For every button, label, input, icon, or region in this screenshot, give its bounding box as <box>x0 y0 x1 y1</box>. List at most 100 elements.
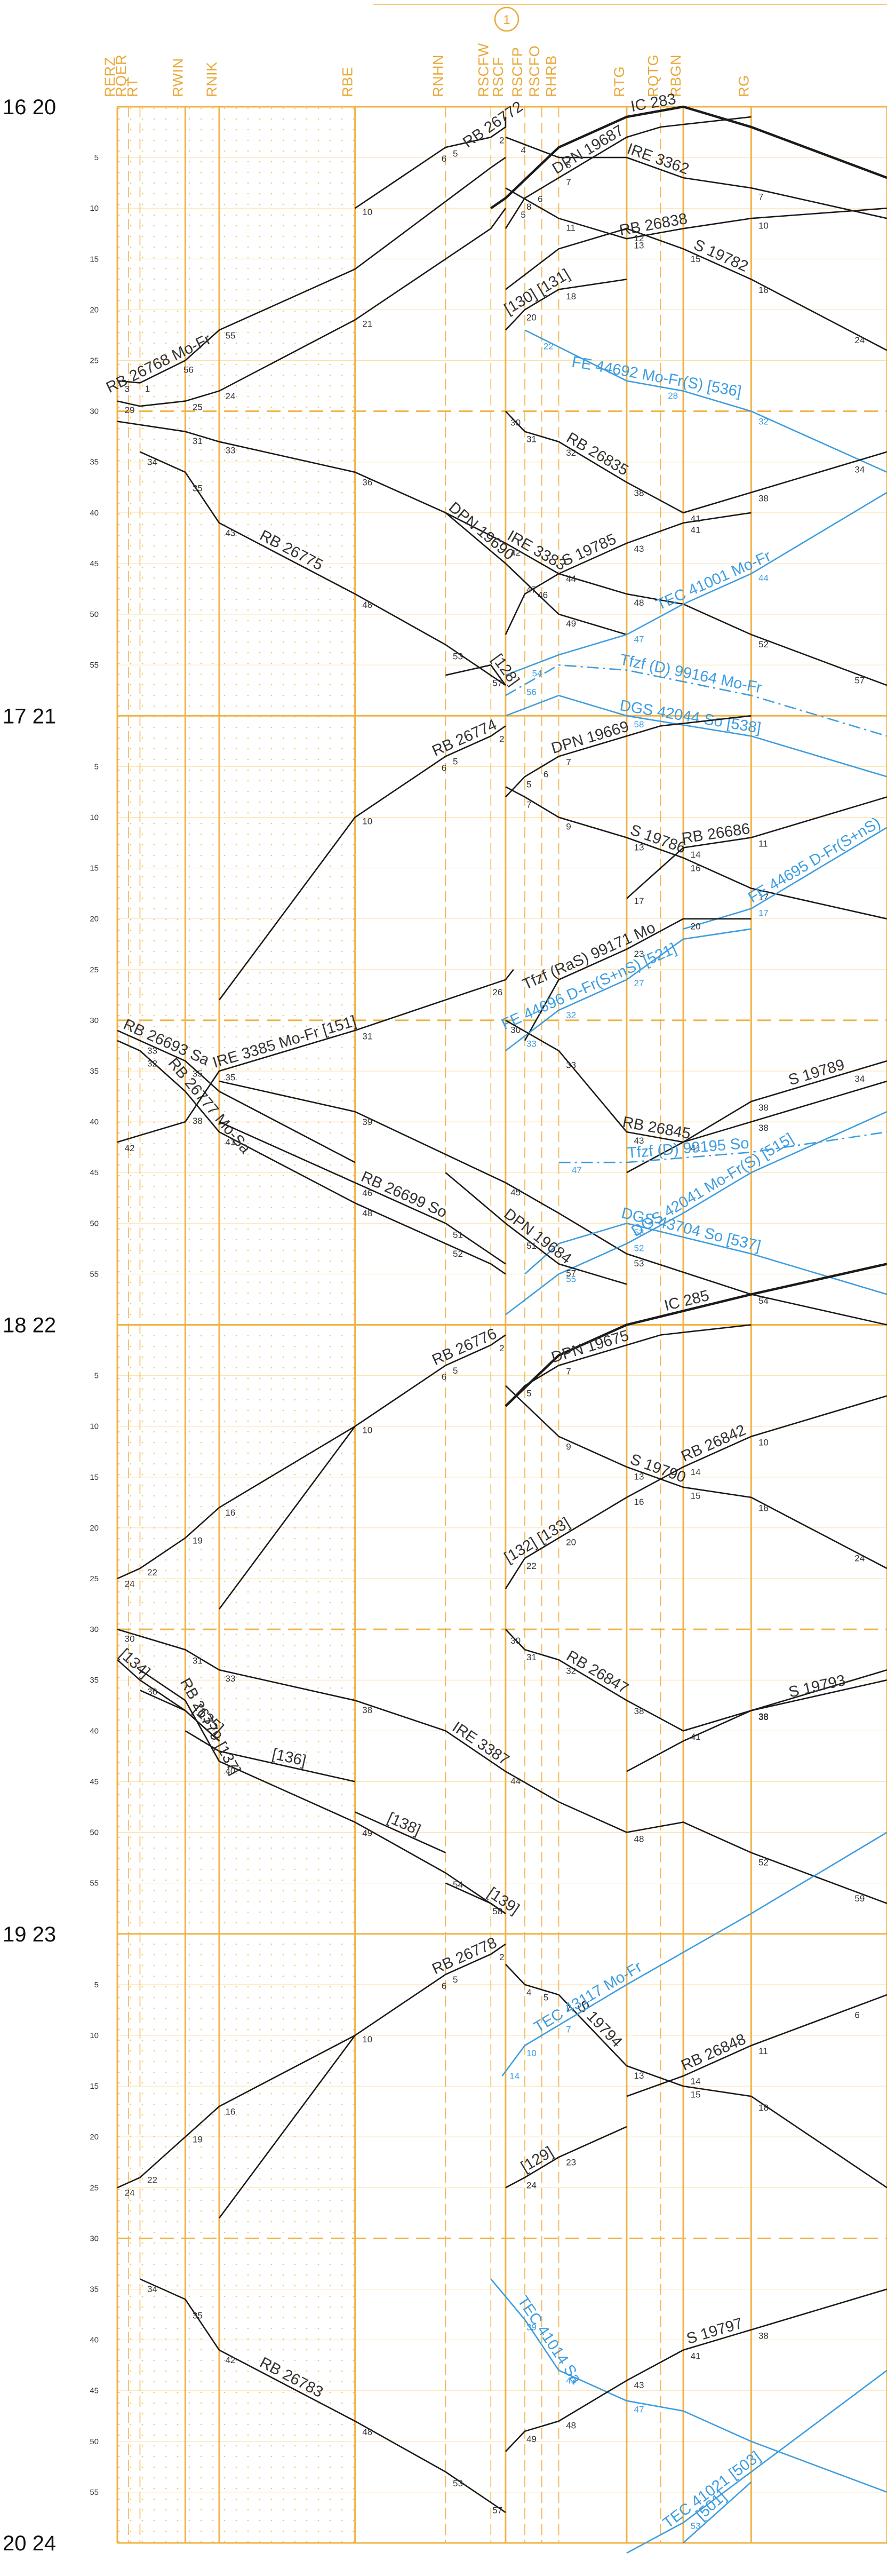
train-minute-label: 43 <box>566 2375 576 2385</box>
train-minute-label: 9 <box>566 1441 571 1452</box>
train-label: IRE 3362 <box>625 140 691 178</box>
train-minute-label: 5 <box>526 1389 531 1399</box>
train-label: S 19789 <box>786 1056 846 1089</box>
train-label: DPN 19684 <box>501 1206 575 1267</box>
train-minute-label: 38 <box>193 1116 203 1126</box>
train-minute-label: 58 <box>634 719 644 730</box>
hour-label: 19 23 <box>3 1923 56 1946</box>
train-minute-label: 49 <box>362 1828 372 1838</box>
train-minute-label: 4 <box>526 1987 531 1998</box>
train-minute-label: 7 <box>758 192 763 202</box>
train-minute-label: 24 <box>125 1579 135 1589</box>
train-minute-label: 6 <box>442 1981 446 1991</box>
train-minute-label: 53 <box>634 1258 644 1269</box>
train-minute-label: 16 <box>225 2107 235 2117</box>
train-minute-label: 33 <box>225 1674 235 1684</box>
train-minute-label: 23 <box>634 949 644 959</box>
train-minute-label: 15 <box>691 254 701 264</box>
minute-tick-label: 5 <box>94 153 99 162</box>
train-minute-label: 48 <box>362 600 372 610</box>
train-minute-label: 39 <box>362 1117 372 1127</box>
train-minute-label: 29 <box>125 405 135 415</box>
train-minute-label: 12 <box>634 233 644 243</box>
train-label: RB 26842 <box>678 1422 748 1465</box>
train-line <box>558 1131 887 1163</box>
train-minute-label: 24 <box>526 2180 537 2190</box>
minute-tick-label: 35 <box>90 458 99 467</box>
train-label: S 19797 <box>684 2315 745 2348</box>
train-line <box>117 2034 356 2189</box>
train-minute-label: 54 <box>758 1296 769 1306</box>
train-minute-label: 57 <box>492 678 502 688</box>
station-label: RNHN <box>430 54 446 97</box>
train-minute-label: 48 <box>634 1834 644 1844</box>
train-minute-label: 38 <box>634 488 644 498</box>
train-line <box>117 969 514 1143</box>
train-minute-label: 10 <box>526 2048 537 2058</box>
train-label: DPN 19687 <box>549 122 627 177</box>
train-minute-label: 2 <box>499 1952 504 1962</box>
minute-tick-label: 50 <box>90 1828 99 1837</box>
train-minute-label: 53 <box>634 1227 644 1238</box>
train-minute-label: 43 <box>634 1136 644 1146</box>
train-minute-label: 33 <box>526 1039 537 1049</box>
train-line <box>445 664 506 686</box>
train-minute-label: 13 <box>634 1472 644 1482</box>
train-line <box>683 827 887 930</box>
train-label: RB 26774 <box>429 716 499 760</box>
train-minute-label: 9 <box>566 822 571 832</box>
train-line <box>626 1395 887 1499</box>
train-minute-label: 22 <box>147 1567 157 1578</box>
train-minute-label: 31 <box>193 436 203 446</box>
train-label: FE 44695 D-Fr(S+nS) <box>745 814 883 907</box>
train-minute-label: 57 <box>854 675 865 685</box>
train-minute-label: 52 <box>758 1858 769 1868</box>
train-minute-label: 48 <box>634 598 644 608</box>
train-minute-label: 52 <box>634 1243 644 1254</box>
train-minute-label: 58 <box>492 1906 502 1916</box>
train-minute-label: 7 <box>526 799 531 810</box>
train-minute-label: 14 <box>691 850 701 860</box>
train-minute-label: 2 <box>499 734 504 744</box>
train-minute-label: 17 <box>634 896 644 906</box>
train-minute-label: 6 <box>538 194 542 204</box>
train-minute-label: 10 <box>362 1425 372 1436</box>
train-minute-label: 28 <box>668 391 678 401</box>
train-line <box>117 421 887 686</box>
station-label: RBGN <box>668 54 684 97</box>
train-minute-label: 5 <box>453 1975 458 1985</box>
train-line <box>626 1994 887 2097</box>
station-label: RWIN <box>170 58 186 98</box>
train-minute-label: 7 <box>566 757 571 767</box>
minute-tick-label: 40 <box>90 2336 99 2345</box>
minute-tick-label: 15 <box>90 1473 99 1482</box>
train-minute-label: 56 <box>526 687 537 697</box>
train-minute-label: 41 <box>691 525 701 535</box>
train-minute-label: 32 <box>566 1010 576 1020</box>
train-minute-label: 39 <box>526 2323 537 2333</box>
train-minute-label: 4 <box>521 145 525 155</box>
train-label: IRE 3387 <box>449 1718 512 1769</box>
train-line <box>219 1121 506 1265</box>
minute-tick-label: 15 <box>90 255 99 264</box>
train-line <box>505 2288 887 2452</box>
train-line <box>139 1690 220 1742</box>
minute-tick-label: 10 <box>90 813 99 822</box>
marker-number: 1 <box>503 13 510 27</box>
train-minute-label: 16 <box>634 1497 644 1507</box>
train-minute-label: 14 <box>691 2076 701 2086</box>
train-line <box>505 694 887 778</box>
station-label: RSCFP <box>509 47 525 97</box>
train-minute-label: 7 <box>566 177 571 187</box>
train-minute-label: 3 <box>125 384 130 394</box>
train-line <box>505 1263 887 1407</box>
train-line <box>117 208 506 407</box>
train-minute-label: 41 <box>225 1137 235 1147</box>
station-label: RSCFW <box>475 43 491 97</box>
train-minute-label: 41 <box>691 514 701 524</box>
train-minute-label: 18 <box>758 285 769 295</box>
minute-tick-label: 55 <box>90 661 99 670</box>
train-minute-label: 7 <box>566 2025 571 2035</box>
train-minute-label: 31 <box>526 1652 537 1662</box>
